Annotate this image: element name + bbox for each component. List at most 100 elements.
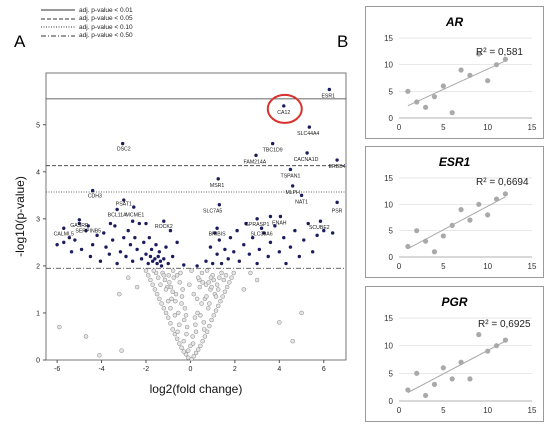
nonsignificant-point (193, 322, 198, 327)
x-tick-label: -2 (143, 366, 149, 373)
nonsignificant-point (150, 282, 155, 287)
nonsignificant-point (204, 329, 210, 335)
x-axis-label: log2(fold change) (150, 382, 243, 396)
significant-point (182, 263, 186, 267)
significant-point (216, 177, 220, 181)
nonsignificant-point (177, 341, 182, 346)
nonsignificant-point (57, 324, 62, 330)
gene-title-ar: AR (445, 15, 464, 29)
gene-label-bribis: BRIBIS (209, 231, 227, 237)
y-tick-label: 0 (36, 358, 40, 365)
trendline (407, 60, 506, 107)
nonsignificant-point (195, 275, 201, 280)
significant-point (144, 221, 148, 226)
nonsignificant-point (198, 343, 203, 349)
significant-point (150, 259, 155, 263)
nonsignificant-point (161, 305, 167, 311)
nonsignificant-point (215, 287, 221, 292)
gene-label-mcme1: MCME1 (126, 213, 145, 219)
significant-point (120, 141, 125, 146)
y-tick-label: 10 (384, 200, 393, 209)
r-squared-pgr: R² = 0,6925 (478, 319, 531, 330)
significant-point (102, 231, 106, 235)
nonsignificant-point (181, 317, 187, 323)
gene-label-scube2: SCUBE2 (309, 225, 330, 231)
nonsignificant-point (177, 322, 182, 327)
x-tick-label: 2 (233, 366, 237, 373)
nonsignificant-point (187, 282, 192, 287)
nonsignificant-point (184, 324, 190, 330)
significant-point (254, 153, 258, 158)
significant-point (153, 257, 157, 261)
significant-point (162, 219, 166, 223)
nonsignificant-point (155, 275, 161, 280)
correlation-panel-esr1: 0 5 10 15 0 5 10 15 ESR1 R² = 0,6694 (365, 146, 544, 278)
significant-point (299, 193, 304, 198)
nonsignificant-point (277, 320, 282, 325)
data-point (502, 56, 508, 62)
significant-point (318, 219, 323, 223)
nonsignificant-point (213, 294, 219, 299)
significant-point (250, 235, 255, 240)
nonsignificant-point (179, 301, 184, 306)
nonsignificant-point (190, 341, 196, 346)
significant-point (137, 221, 142, 226)
significant-point (73, 238, 77, 242)
significant-point (132, 205, 136, 209)
significant-point (208, 245, 213, 249)
nonsignificant-point (218, 298, 223, 304)
data-point (414, 370, 420, 376)
significant-point (288, 167, 293, 172)
nonsignificant-point (165, 298, 171, 304)
highlight-circle-ca12 (266, 93, 303, 124)
gene-label-cacna1d: CACNA1D (294, 157, 319, 163)
nonsignificant-point (220, 294, 225, 299)
nonsignificant-point (222, 289, 228, 295)
nonsignificant-point (184, 331, 189, 337)
gene-label-esr1: ESR1 (321, 93, 335, 99)
correlation-plot-pgr: 0 5 10 15 0 5 10 15 (384, 314, 537, 415)
legend-line-swatch (41, 26, 75, 28)
y-tick-label: 0 (389, 397, 394, 406)
nonsignificant-point (199, 270, 205, 276)
nonsignificant-point (166, 273, 171, 278)
data-point (414, 99, 420, 105)
nonsignificant-point (154, 291, 160, 297)
nonsignificant-point (194, 296, 200, 302)
significant-point (247, 252, 252, 256)
significant-point (90, 188, 95, 193)
significant-point (168, 228, 173, 233)
significant-point (242, 243, 246, 247)
y-tick-label: 4 (36, 169, 40, 176)
significant-point (149, 247, 154, 252)
data-point (431, 94, 438, 100)
data-point (449, 376, 455, 382)
significant-point (175, 240, 179, 245)
x-tick-label: 10 (483, 262, 492, 271)
data-point (405, 88, 411, 94)
significant-point (217, 238, 222, 242)
nonsignificant-point (119, 348, 124, 353)
significant-point (159, 264, 164, 268)
nonsignificant-point (172, 313, 178, 318)
significant-point (302, 238, 306, 242)
gene-label-psr: PSR (332, 209, 343, 215)
data-point (476, 201, 482, 207)
nonsignificant-point (97, 353, 102, 358)
data-point (485, 348, 491, 354)
nonsignificant-point (201, 320, 207, 325)
y-tick-label: 15 (384, 174, 393, 183)
x-tick-label: 10 (483, 406, 492, 415)
nonsignificant-point (174, 273, 180, 278)
significant-point (213, 231, 217, 235)
nonsignificant-point (163, 287, 169, 292)
nonsignificant-point (148, 277, 153, 283)
significant-point (226, 257, 230, 261)
legend-entry: adj. p-value < 0.05 (40, 15, 133, 24)
nonsignificant-point (178, 270, 183, 276)
significant-point (322, 228, 326, 233)
gene-label-tspan1: TSPAN1 (281, 173, 301, 179)
y-tick-label: 10 (384, 342, 393, 351)
gene-label-msr1: MSR1 (210, 183, 225, 189)
significant-point (90, 243, 95, 247)
